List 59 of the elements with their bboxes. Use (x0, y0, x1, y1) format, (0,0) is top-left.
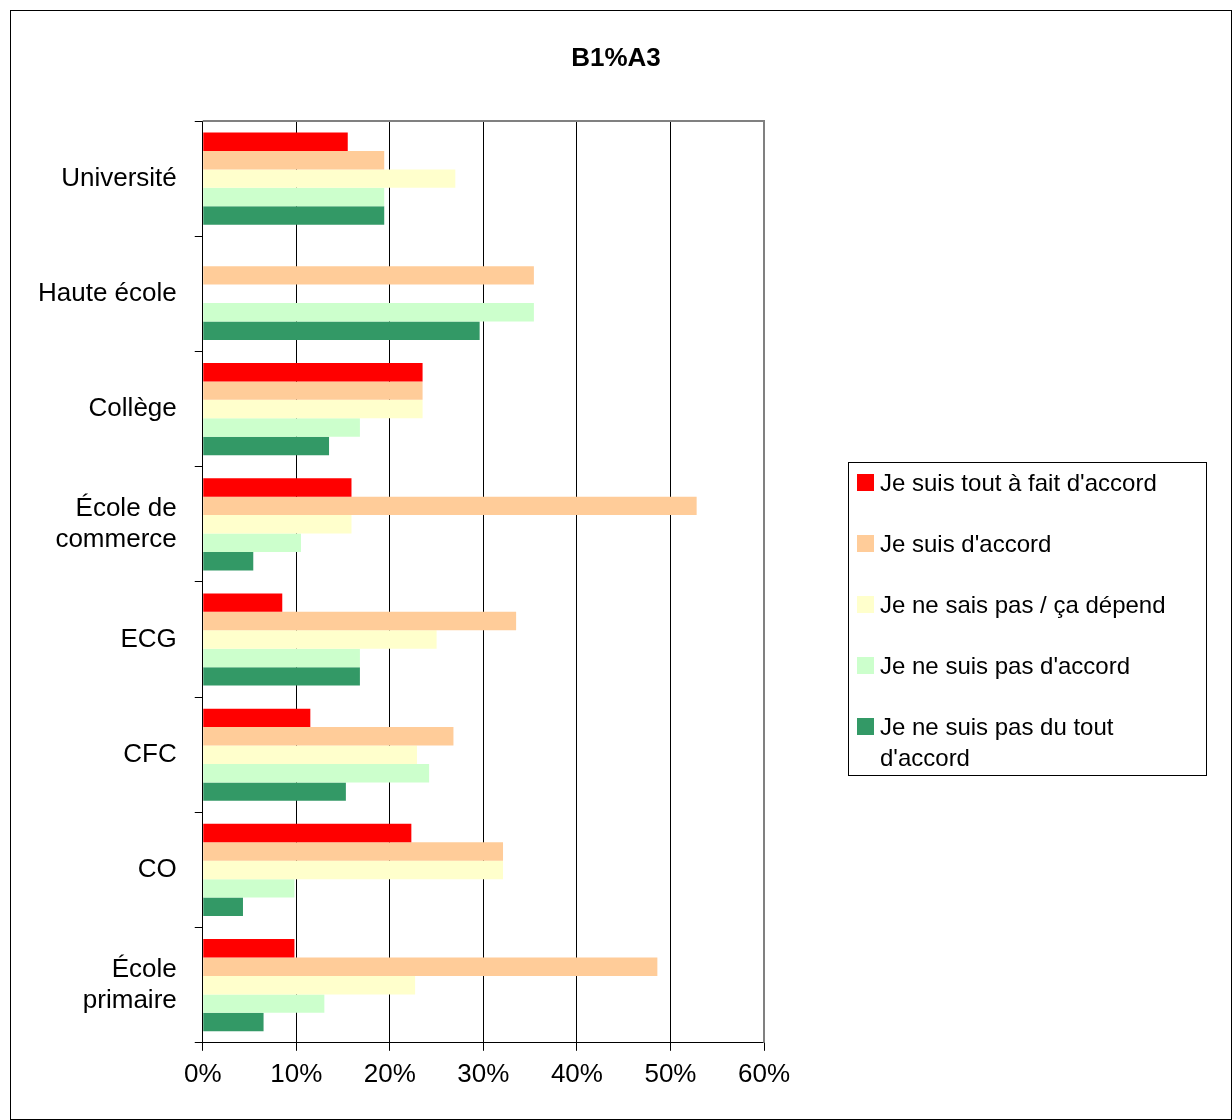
bar (203, 648, 360, 668)
bar (203, 611, 517, 631)
bar (203, 399, 423, 419)
y-tick-label: CO (137, 853, 177, 884)
x-tick-label: 60% (737, 1057, 791, 1088)
x-tick-label: 30% (457, 1057, 510, 1088)
bar (203, 206, 385, 225)
bar (203, 150, 385, 170)
y-tick-label: CFC (123, 737, 177, 768)
bar (203, 745, 417, 764)
chart-title: B1%A3 (570, 42, 662, 73)
bar (203, 939, 295, 958)
bar (203, 860, 504, 880)
bar (203, 782, 346, 801)
bar (203, 321, 480, 340)
bar (203, 381, 423, 400)
bar (203, 132, 348, 151)
y-tick-label: École primaire (82, 952, 177, 1014)
bar (203, 957, 658, 976)
x-tick-label: 0% (183, 1057, 222, 1088)
y-tick-label: Haute école (37, 277, 177, 308)
legend-label: Je suis tout à fait d'accord (880, 468, 1157, 498)
bar (203, 418, 360, 437)
bar (203, 879, 295, 898)
bar (203, 1012, 264, 1032)
y-tick-label: Université (61, 161, 177, 192)
bar (203, 362, 423, 382)
legend-label: Je suis d'accord (880, 529, 1052, 559)
legend-label: Je ne sais pas / ça dépend (880, 590, 1166, 620)
legend-label: Je ne suis pas du tout d'accord (880, 712, 1115, 773)
y-tick-label: ECG (120, 622, 177, 653)
bar (203, 303, 534, 322)
bar (203, 593, 283, 612)
bar (203, 630, 437, 649)
bar (203, 667, 360, 686)
bar (203, 897, 243, 917)
bar (203, 496, 697, 516)
bar (203, 436, 330, 456)
bar (203, 533, 301, 552)
bar (203, 266, 534, 285)
bar (203, 187, 385, 207)
x-tick-label: 50% (644, 1057, 697, 1088)
bar (203, 551, 254, 571)
bar (203, 515, 352, 534)
bar (203, 994, 325, 1013)
bar (203, 169, 456, 188)
bar (203, 975, 416, 995)
bar (203, 823, 412, 843)
x-tick-label: 20% (363, 1057, 416, 1088)
bar (203, 708, 311, 728)
bar (203, 763, 430, 783)
legend-label: Je ne suis pas d'accord (880, 651, 1131, 681)
x-tick-label: 10% (270, 1057, 323, 1088)
x-tick-label: 40% (550, 1057, 603, 1088)
y-tick-label: École de commerce (55, 491, 177, 554)
y-tick-label: Collège (88, 392, 177, 423)
bar (203, 727, 454, 746)
bar (203, 842, 504, 861)
bar (203, 478, 352, 497)
